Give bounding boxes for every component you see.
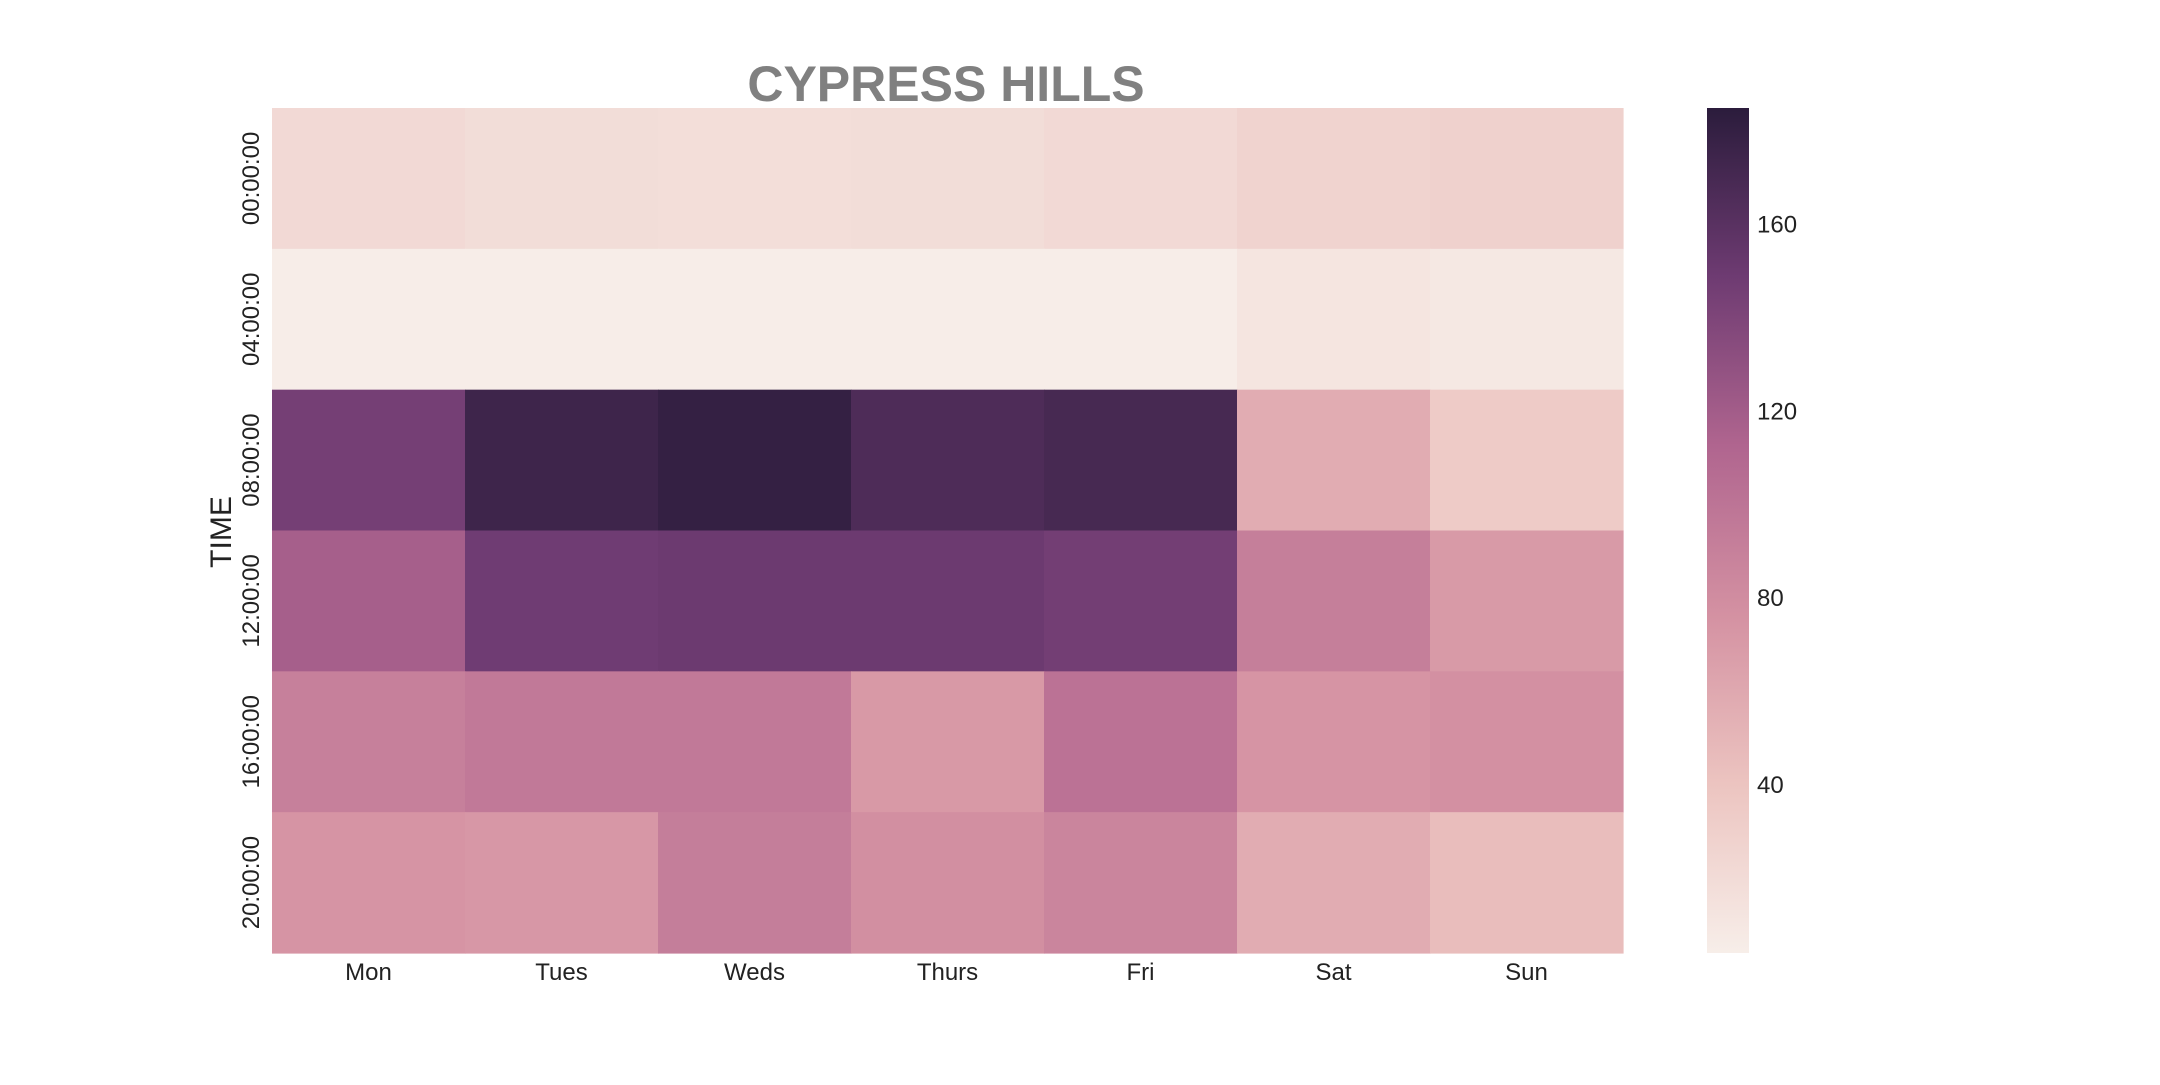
heatmap-cell (272, 248, 466, 391)
heatmap-cell (1044, 389, 1238, 532)
heatmap-cell (851, 671, 1045, 813)
x-tick-label: Weds (724, 959, 785, 986)
heatmap-cell (465, 389, 659, 532)
heatmap-cell (1237, 389, 1431, 532)
x-tick-label: Sun (1505, 959, 1548, 986)
y-tick-label: 12:00:00 (238, 554, 265, 647)
heatmap-cell (851, 812, 1045, 954)
heatmap-cell (1237, 108, 1431, 250)
x-tick-label: Tues (535, 959, 587, 986)
heatmap-cell (1044, 108, 1238, 250)
y-tick-label: 20:00:00 (238, 836, 265, 929)
heatmap-cell (1044, 671, 1238, 813)
heatmap-cell (658, 248, 852, 391)
x-tick-label: Thurs (917, 959, 978, 986)
heatmap-cell (658, 108, 852, 250)
heatmap-cell (1430, 812, 1624, 954)
heatmap-cell (1430, 108, 1624, 250)
x-tick-labels: Mon Tues Weds Thurs Fri Sat Sun (345, 959, 1548, 986)
heatmap-cell (1237, 812, 1431, 954)
colorbar-tick-label: 80 (1757, 585, 1784, 612)
heatmap-cell (1044, 248, 1238, 391)
heatmap-cell (1044, 812, 1238, 954)
heatmap-cell (1430, 248, 1624, 391)
heatmap-cell (272, 108, 466, 250)
heatmap-cell (851, 530, 1045, 672)
colorbar-tick-labels: 40 80 120 160 (1757, 212, 1797, 799)
x-tick-label: Sat (1315, 959, 1351, 986)
x-tick-label: Fri (1127, 959, 1155, 986)
heatmap-cell (465, 248, 659, 391)
y-axis-label: TIME (205, 496, 238, 568)
heatmap-cell (465, 530, 659, 672)
heatmap-cell (1430, 671, 1624, 813)
y-tick-label: 00:00:00 (238, 132, 265, 225)
y-tick-labels: 00:00:00 04:00:00 08:00:00 12:00:00 16:00:00… (238, 132, 265, 930)
y-tick-label: 08:00:00 (238, 413, 265, 506)
heatmap-cell (465, 812, 659, 954)
heatmap-cells (272, 108, 1624, 954)
heatmap-cell (1237, 248, 1431, 391)
colorbar-tick-label: 120 (1757, 398, 1797, 425)
heatmap-cell (658, 671, 852, 813)
heatmap-cell (851, 248, 1045, 391)
heatmap-cell (1430, 389, 1624, 532)
x-tick-label: Mon (345, 959, 392, 986)
y-tick-label: 16:00:00 (238, 695, 265, 788)
heatmap-cell (272, 530, 466, 672)
heatmap-cell (658, 389, 852, 532)
colorbar-tick-label: 160 (1757, 212, 1797, 239)
chart-title: CYPRESS HILLS (747, 56, 1144, 112)
colorbar (1707, 108, 1749, 953)
heatmap-cell (658, 530, 852, 672)
heatmap-cell (465, 108, 659, 250)
heatmap-cell (851, 389, 1045, 532)
heatmap-cell (465, 671, 659, 813)
y-tick-label: 04:00:00 (238, 273, 265, 366)
colorbar-tick-label: 40 (1757, 772, 1784, 799)
heatmap-cell (851, 108, 1045, 250)
heatmap-cell (658, 812, 852, 954)
heatmap-cell (272, 389, 466, 532)
heatmap-cell (272, 671, 466, 813)
heatmap-cell (1237, 671, 1431, 813)
heatmap-cell (272, 812, 466, 954)
heatmap-cell (1044, 530, 1238, 672)
heatmap-cell (1237, 530, 1431, 672)
heatmap-cell (1430, 530, 1624, 672)
